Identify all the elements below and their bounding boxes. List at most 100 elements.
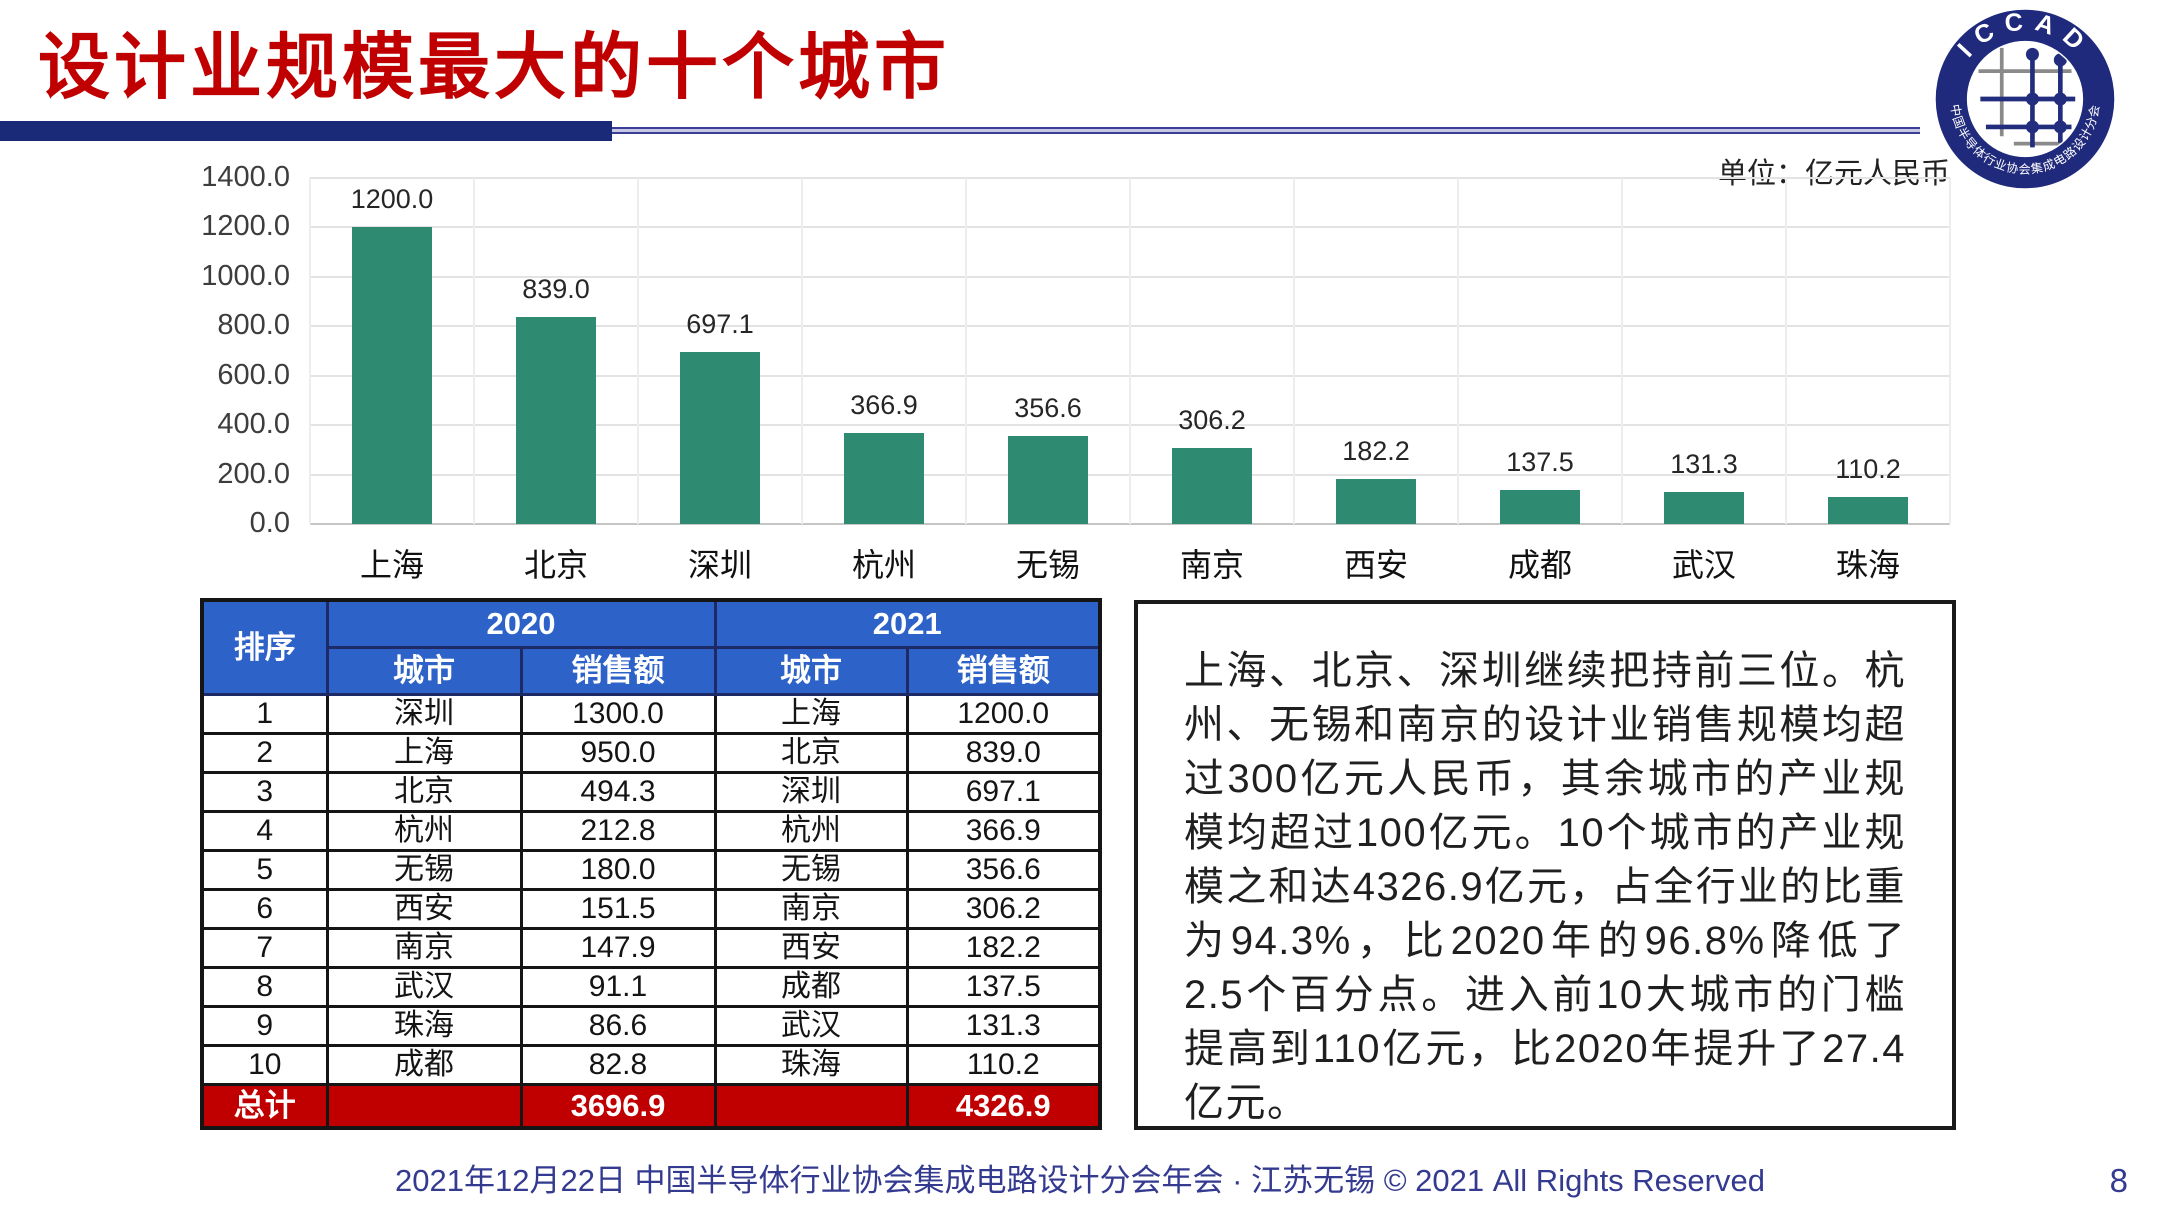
table-cell: 武汉 bbox=[325, 966, 523, 1008]
table-cell: 151.5 bbox=[519, 888, 717, 930]
x-tick-label: 上海 bbox=[359, 547, 424, 583]
table-cell: 7 bbox=[200, 927, 329, 969]
chart-bar bbox=[352, 227, 432, 524]
table-cell: 北京 bbox=[325, 771, 523, 813]
v-gridline bbox=[1949, 178, 1951, 524]
table-cell: 10 bbox=[200, 1044, 329, 1086]
table-total-row: 总计 3696.9 4326.9 bbox=[200, 1083, 1102, 1130]
x-tick-label: 珠海 bbox=[1835, 547, 1900, 583]
table-row: 10 成都 82.8 珠海 110.2 bbox=[200, 1044, 1102, 1086]
table-row: 3 北京 494.3 深圳 697.1 bbox=[200, 771, 1102, 813]
x-tick-label: 杭州 bbox=[851, 547, 916, 583]
table-cell: 南京 bbox=[325, 927, 523, 969]
chart-bar bbox=[1664, 491, 1744, 524]
table-cell: 深圳 bbox=[325, 693, 523, 735]
bar-value-label: 1200.0 bbox=[350, 184, 434, 215]
bar-value-label: 839.0 bbox=[522, 273, 590, 304]
table-cell: 上海 bbox=[325, 732, 523, 774]
table-cell: 北京 bbox=[713, 732, 909, 774]
table-cell: 356.6 bbox=[905, 849, 1102, 891]
chart-bar bbox=[1172, 448, 1252, 524]
x-tick-label: 西安 bbox=[1343, 547, 1408, 583]
table-cell: 珠海 bbox=[713, 1044, 909, 1086]
page-number: 8 bbox=[2109, 1162, 2128, 1199]
x-tick-label: 无锡 bbox=[1015, 547, 1080, 583]
x-tick-label: 北京 bbox=[523, 547, 588, 583]
commentary-box: 上海、北京、深圳继续把持前三位。杭州、无锡和南京的设计业销售规模均超过300亿元… bbox=[1134, 600, 1956, 1130]
table-cell: 4 bbox=[200, 810, 329, 852]
table-cell: 成都 bbox=[713, 966, 909, 1008]
y-tick-label: 1000.0 bbox=[201, 259, 290, 292]
chart-bar bbox=[1336, 478, 1416, 524]
y-tick-label: 200.0 bbox=[217, 457, 290, 490]
y-tick-label: 0.0 bbox=[249, 507, 290, 539]
table-cell: 1200.0 bbox=[905, 693, 1102, 735]
table-cell: 2 bbox=[200, 732, 329, 774]
sales-2020-header: 销售额 bbox=[519, 646, 717, 696]
table-total-cell: 3696.9 bbox=[519, 1083, 717, 1130]
iccad-logo-icon: ICCAD 中国半导体行业协会集成电路设计分会 bbox=[1935, 7, 2115, 189]
bar-chart: 0.0 200.0 400.0 600.0 800.0 1000.0 1200.0 1400.… bbox=[201, 161, 1951, 583]
table-cell: 9 bbox=[200, 1005, 329, 1047]
city-2021-header: 城市 bbox=[713, 646, 909, 696]
bar-value-label: 137.5 bbox=[1506, 447, 1574, 478]
table-cell: 上海 bbox=[713, 693, 909, 735]
v-gridline bbox=[1457, 178, 1459, 524]
table-total-cell bbox=[325, 1083, 523, 1130]
bar-value-label: 697.1 bbox=[686, 308, 754, 339]
table-cell: 110.2 bbox=[905, 1044, 1102, 1086]
chart-bar bbox=[1828, 496, 1908, 524]
x-tick-label: 南京 bbox=[1179, 547, 1244, 583]
table-cell: 西安 bbox=[713, 927, 909, 969]
x-tick-label: 武汉 bbox=[1671, 547, 1736, 583]
logo-circuit-grid bbox=[1978, 47, 2076, 148]
table-cell: 182.2 bbox=[905, 927, 1102, 969]
table-row: 9 珠海 86.6 武汉 131.3 bbox=[200, 1005, 1102, 1047]
bar-value-label: 182.2 bbox=[1342, 435, 1410, 466]
chart-bar bbox=[516, 316, 596, 524]
v-gridline bbox=[1129, 178, 1131, 524]
table-total-cell bbox=[713, 1083, 909, 1130]
table-cell: 697.1 bbox=[905, 771, 1102, 813]
title-divider-line bbox=[612, 127, 1920, 134]
table-cell: 147.9 bbox=[519, 927, 717, 969]
table-cell: 5 bbox=[200, 849, 329, 891]
y-tick-label: 400.0 bbox=[217, 408, 290, 441]
table-cell: 82.8 bbox=[519, 1044, 717, 1086]
rank-header: 排序 bbox=[200, 598, 329, 696]
v-gridline bbox=[473, 178, 475, 524]
city-sales-table: 排序 2020 2021 城市 销售额 城市 销售额 1 深圳 1300.0 上海 12… bbox=[200, 598, 1102, 1130]
x-tick-label: 深圳 bbox=[687, 547, 752, 583]
table-cell: 武汉 bbox=[713, 1005, 909, 1047]
table-cell: 无锡 bbox=[325, 849, 523, 891]
footer-text: 2021年12月22日 中国半导体行业协会集成电路设计分会年会 · 江苏无锡 ©… bbox=[395, 1163, 1765, 1198]
table-row: 8 武汉 91.1 成都 137.5 bbox=[200, 966, 1102, 1008]
table-header: 排序 2020 2021 城市 销售额 城市 销售额 bbox=[200, 598, 1102, 696]
v-gridline bbox=[637, 178, 639, 524]
table-cell: 杭州 bbox=[325, 810, 523, 852]
v-gridline bbox=[309, 178, 311, 524]
table-cell: 180.0 bbox=[519, 849, 717, 891]
v-gridline bbox=[1621, 178, 1623, 524]
sales-2021-header: 销售额 bbox=[905, 646, 1102, 696]
table-cell: 86.6 bbox=[519, 1005, 717, 1047]
bar-value-label: 131.3 bbox=[1670, 448, 1738, 479]
commentary-text: 上海、北京、深圳继续把持前三位。杭州、无锡和南京的设计业销售规模均超过300亿元… bbox=[1184, 649, 1906, 1125]
y-tick-label: 1200.0 bbox=[201, 210, 290, 243]
table-cell: 91.1 bbox=[519, 966, 717, 1008]
h-gridline bbox=[310, 523, 1950, 525]
table-cell: 深圳 bbox=[713, 771, 909, 813]
table-total-cell: 4326.9 bbox=[905, 1083, 1102, 1130]
page-title: 设计业规模最大的十个城市 bbox=[38, 28, 951, 108]
table-cell: 无锡 bbox=[713, 849, 909, 891]
table-cell: 1 bbox=[200, 693, 329, 735]
v-gridline bbox=[965, 178, 967, 524]
year-2020-header: 2020 bbox=[325, 598, 717, 649]
bar-value-label: 306.2 bbox=[1178, 405, 1246, 436]
table-cell: 950.0 bbox=[519, 732, 717, 774]
bar-value-label: 110.2 bbox=[1835, 453, 1901, 484]
table-cell: 137.5 bbox=[905, 966, 1102, 1008]
table-row: 5 无锡 180.0 无锡 356.6 bbox=[200, 849, 1102, 891]
y-tick-label: 1400.0 bbox=[201, 161, 290, 193]
table-cell: 3 bbox=[200, 771, 329, 813]
